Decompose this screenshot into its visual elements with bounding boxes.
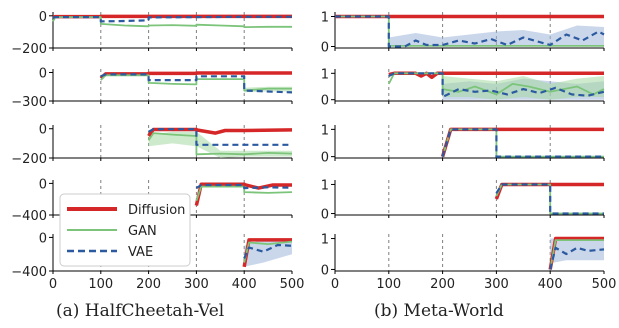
series-gan-line (147, 132, 293, 156)
series-gan-line (195, 185, 293, 202)
legend: Diffusion GAN VAE (59, 193, 191, 267)
series-gan-line (441, 128, 604, 158)
subplot-a-2: 0 −300 (11, 66, 293, 110)
y-tick-label: 0 (39, 123, 47, 138)
y-tick-label: −400 (11, 209, 47, 224)
x-tick-label: 100 (376, 277, 401, 292)
subplot-b-5: 100 100 200 300 400 500 (321, 233, 617, 292)
y-tick-label: 1 (321, 11, 329, 26)
subplot-a-1: 0 −200 (11, 10, 293, 57)
y-tick-label: 1 (321, 178, 329, 193)
x-tick-label: 100 (88, 277, 113, 292)
y-tick-label: 1 (321, 233, 329, 248)
x-tick-label: 300 (484, 277, 509, 292)
series-gan-line (335, 15, 604, 47)
subplot-b-2: 10 (321, 67, 605, 109)
band-vae (388, 25, 604, 47)
subplot-a-3: 0 −200 (11, 123, 293, 167)
legend-label-vae: VAE (128, 245, 153, 260)
x-tick-label: 200 (136, 277, 161, 292)
x-tick-label: 300 (184, 277, 209, 292)
x-tick-label: 400 (232, 277, 257, 292)
subplot-b-4: 10 (321, 178, 605, 223)
series-gan-line (243, 240, 293, 263)
band-gan (148, 131, 292, 158)
series-vae-line (495, 183, 604, 215)
series-vae-line (148, 128, 292, 146)
y-tick-label: 0 (39, 231, 47, 246)
y-tick-label: 0 (321, 208, 329, 223)
y-tick-label: 0 (39, 10, 47, 25)
y-tick-label: 0 (321, 151, 329, 166)
series-diffusion-line (440, 127, 604, 158)
x-tick-label: 0 (331, 277, 339, 292)
series-vae-line (335, 15, 605, 48)
subplot-b-1: 10 (321, 11, 605, 56)
y-tick-label: 1 (321, 123, 329, 138)
y-tick-label: 0 (39, 66, 47, 81)
series-vae-line (441, 128, 604, 158)
series-vae-line (388, 72, 605, 99)
series-vae-line (52, 15, 292, 23)
x-tick-label: 400 (538, 277, 563, 292)
y-tick-label: 0 (321, 263, 329, 278)
legend-box (59, 193, 191, 267)
subplot-b-3: 10 (321, 123, 605, 166)
series-vae-line (549, 246, 605, 270)
y-tick-label: 0 (321, 41, 329, 56)
caption-halfcheetah-vel: (a) HalfCheetah-Vel (56, 301, 224, 321)
series-vae-line (195, 183, 293, 190)
x-tick-label: 500 (592, 277, 617, 292)
legend-label-diffusion: Diffusion (128, 203, 185, 218)
legend-label-gan: GAN (128, 224, 157, 239)
y-tick-label: 0 (321, 94, 329, 109)
series-gan-line (549, 239, 604, 270)
x-tick-label: 500 (280, 277, 305, 292)
series-vae-line (100, 73, 293, 94)
series-gan-line (52, 16, 292, 29)
y-tick-label: −400 (11, 265, 47, 280)
y-tick-label: −200 (11, 42, 47, 57)
y-tick-label: 1 (321, 67, 329, 82)
x-tick-label: 0 (49, 277, 57, 292)
x-tick-label: 200 (430, 277, 455, 292)
y-tick-label: −200 (11, 152, 47, 167)
y-tick-label: 0 (39, 177, 47, 192)
y-tick-label: −300 (11, 95, 47, 110)
band-vae (550, 238, 604, 264)
caption-meta-world: (b) Meta-World (374, 301, 504, 321)
band-gan (442, 76, 604, 100)
